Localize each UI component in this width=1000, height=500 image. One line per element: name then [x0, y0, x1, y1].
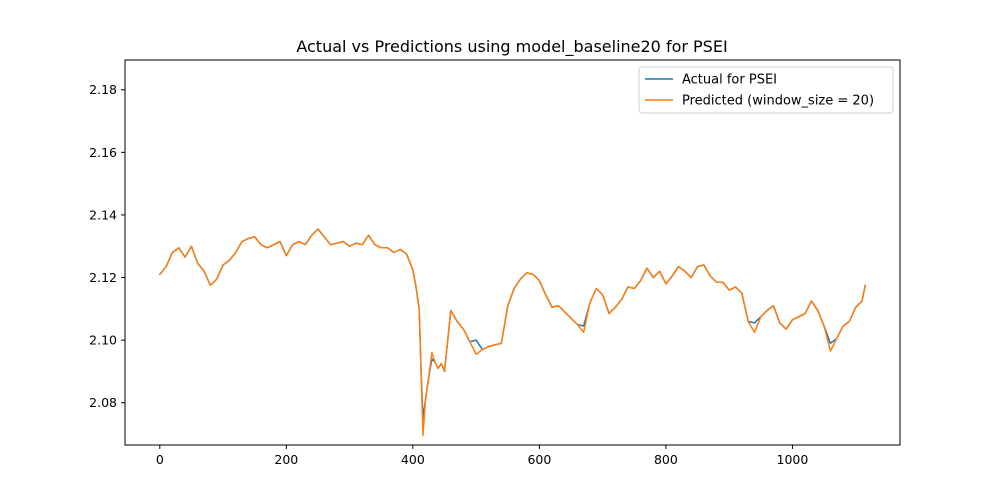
y-tick-label: 2.14	[89, 207, 117, 222]
y-tick-label: 2.16	[89, 145, 117, 160]
x-tick-label: 1000	[777, 452, 809, 467]
axes-layer: 0 200 400 600 800 1000 2.08 2.10 2.12 2.14 2.16 2.1…	[89, 59, 901, 467]
y-tick-label: 2.08	[89, 395, 117, 410]
x-tick-label: 800	[654, 452, 678, 467]
legend-label-predicted: Predicted (window_size = 20)	[682, 94, 874, 109]
x-tick-label: 400	[401, 452, 425, 467]
x-tick-label: 0	[156, 452, 164, 467]
legend: Actual for PSEI Predicted (window_size = …	[638, 66, 894, 114]
chart-title: Actual vs Predictions using model_baseli…	[296, 37, 727, 57]
series-layer	[159, 228, 866, 437]
plot-frame	[124, 59, 901, 446]
y-tick-label: 2.12	[89, 270, 117, 285]
legend-label-actual: Actual for PSEI	[682, 73, 777, 88]
x-tick-label: 600	[527, 452, 551, 467]
x-tick-label: 200	[274, 452, 298, 467]
series-line-predicted	[159, 228, 866, 437]
y-tick-label: 2.18	[89, 82, 117, 97]
y-tick-label: 2.10	[89, 333, 117, 348]
legend-box	[638, 66, 894, 114]
